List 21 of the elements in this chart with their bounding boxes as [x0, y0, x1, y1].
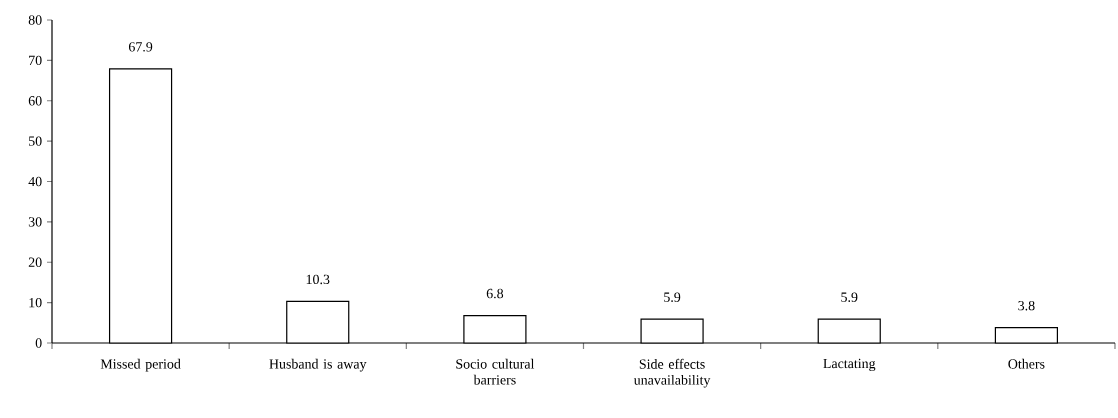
x-tick-label: Side effects unavailability: [633, 358, 711, 388]
y-tick-label: 80: [28, 15, 42, 25]
data-label: 10.3: [306, 274, 330, 285]
x-tick-label: Husband is away: [269, 358, 367, 372]
y-tick-label: 70: [29, 55, 42, 66]
data-label: 67.9: [128, 42, 153, 52]
y-tick-label: 10: [29, 297, 42, 308]
data-label: 3.8: [1018, 300, 1035, 311]
y-tick-label: 20: [28, 257, 42, 267]
y-tick-label: 40: [28, 176, 42, 187]
x-tick-label: Others: [1008, 358, 1045, 369]
y-tick-label: 60: [28, 96, 42, 106]
y-tick-label: 30: [28, 217, 42, 227]
x-tick-label: Lactating: [823, 358, 876, 372]
x-tick-label: Socio cultural barriers: [456, 358, 535, 385]
data-label: 6.8: [486, 288, 504, 299]
y-tick-label: 0: [35, 338, 42, 348]
x-tick-label: Missed period: [100, 358, 181, 372]
data-label: 5.9: [664, 292, 681, 302]
y-tick-label: 50: [29, 136, 42, 146]
data-label: 5.9: [841, 292, 858, 302]
